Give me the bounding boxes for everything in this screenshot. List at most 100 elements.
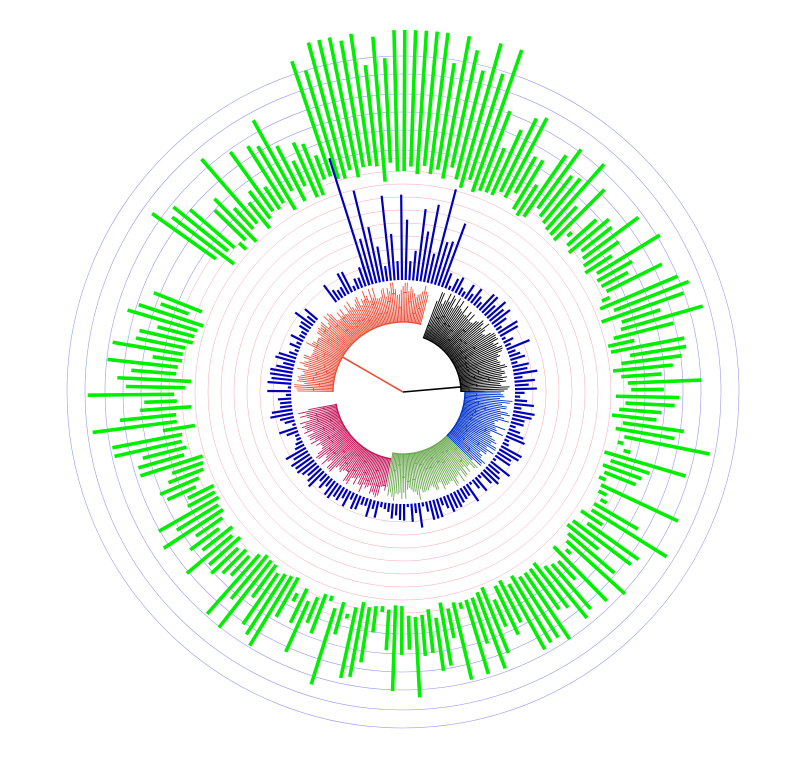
tree-leaf: [447, 300, 465, 326]
inner-bar: [491, 309, 511, 325]
tree-branch: [382, 313, 387, 325]
tree-branch: [391, 453, 396, 476]
tree-leaf: [420, 464, 428, 491]
tree-leaf: [485, 431, 491, 435]
outer-bar: [144, 399, 177, 405]
outer-bar: [619, 407, 662, 415]
tree-branch: [454, 357, 470, 366]
tree-leaf: [329, 449, 350, 472]
tree-branch: [448, 344, 465, 358]
tree-leaf: [320, 438, 331, 446]
inner-bar: [280, 401, 292, 405]
tree-leaf: [315, 441, 338, 459]
outer-bar: [498, 579, 523, 624]
outer-bar: [470, 597, 490, 645]
outer-bar: [595, 233, 661, 276]
tree-branch: [433, 445, 444, 462]
outer-bar: [301, 143, 326, 196]
tree-leaf: [311, 353, 321, 358]
outer-bar: [450, 49, 480, 169]
outer-bar: [339, 40, 366, 168]
inner-bar: [336, 289, 344, 299]
tree-leaf: [355, 296, 369, 322]
inner-bar: [358, 238, 374, 285]
tree-branch: [335, 322, 355, 343]
tree-leaf: [464, 449, 482, 466]
outer-bar: [434, 617, 446, 672]
tree-leaf: [310, 355, 313, 357]
tree-branch: [397, 307, 400, 323]
outer-bar: [139, 405, 192, 413]
tree-branch: [355, 450, 369, 472]
tree-branch: [456, 360, 481, 372]
inner-bar: [475, 301, 483, 309]
tree-leaf: [339, 458, 347, 467]
tree-branch: [450, 352, 460, 360]
inner-bar: [278, 351, 297, 360]
tree-leaf: [479, 353, 499, 362]
inner-bar: [373, 501, 380, 518]
tree-branch: [361, 315, 370, 331]
outer-bar: [567, 217, 611, 255]
tree-leaf: [422, 480, 426, 493]
outer-bar: [166, 485, 197, 502]
outer-bar: [244, 573, 287, 636]
tree-branch: [458, 369, 485, 378]
tree-branch: [399, 304, 401, 323]
inner-bar: [294, 311, 314, 327]
tree-branch: [312, 380, 334, 384]
outer-bar: [492, 598, 508, 628]
inner-bar: [357, 277, 364, 289]
clade-arc: [335, 403, 392, 460]
inner-bar: [478, 293, 495, 311]
tree-leaf: [467, 332, 491, 350]
tree-branch: [406, 453, 409, 476]
tree-leaf: [351, 307, 359, 318]
tree-branch: [434, 325, 449, 345]
tree-branch: [457, 366, 479, 375]
outer-bar: [593, 502, 639, 531]
tree-leaf: [367, 288, 372, 298]
tree-branch: [447, 434, 466, 451]
tree-leaf: [480, 407, 508, 414]
tree-leaf: [305, 419, 320, 425]
tree-leaf: [361, 304, 366, 312]
tree-branch: [452, 350, 474, 363]
outer-bar: [291, 141, 320, 198]
outer-bar: [556, 559, 577, 581]
outer-bar: [119, 412, 177, 423]
inner-bar: [331, 289, 341, 301]
tree-leaf: [369, 300, 372, 305]
tree-leaf: [348, 309, 358, 323]
outer-bar: [550, 562, 592, 611]
inner-bar: [419, 231, 430, 282]
inner-bar: [353, 278, 360, 290]
tree-leaf: [484, 403, 507, 408]
tree-leaf: [481, 417, 495, 423]
tree-branch: [306, 386, 334, 390]
tree-leaf: [298, 409, 318, 415]
tree-leaf: [303, 365, 316, 369]
tree-branch: [459, 417, 480, 428]
tree-leaf: [304, 361, 325, 369]
outer-bar: [603, 450, 687, 478]
tree-leaf: [421, 291, 428, 311]
tree-branch: [347, 445, 363, 465]
tree-leaf: [320, 336, 328, 343]
inner-grid-ring: [259, 248, 547, 536]
tree-leaf: [345, 469, 354, 481]
inner-bar: [506, 339, 530, 351]
tree-branch: [397, 453, 400, 470]
outer-bar: [175, 503, 220, 532]
tree-leaf: [479, 404, 507, 410]
inner-bar: [442, 495, 450, 509]
tree-leaf: [461, 459, 469, 467]
tree-leaf: [346, 301, 358, 319]
tree-leaf: [447, 308, 462, 329]
tree-leaf: [426, 477, 431, 488]
outer-bar: [205, 553, 261, 616]
outer-bar: [620, 304, 704, 332]
tree-branch: [431, 325, 441, 342]
tree-branch: [453, 356, 466, 364]
inner-bar: [341, 490, 352, 507]
